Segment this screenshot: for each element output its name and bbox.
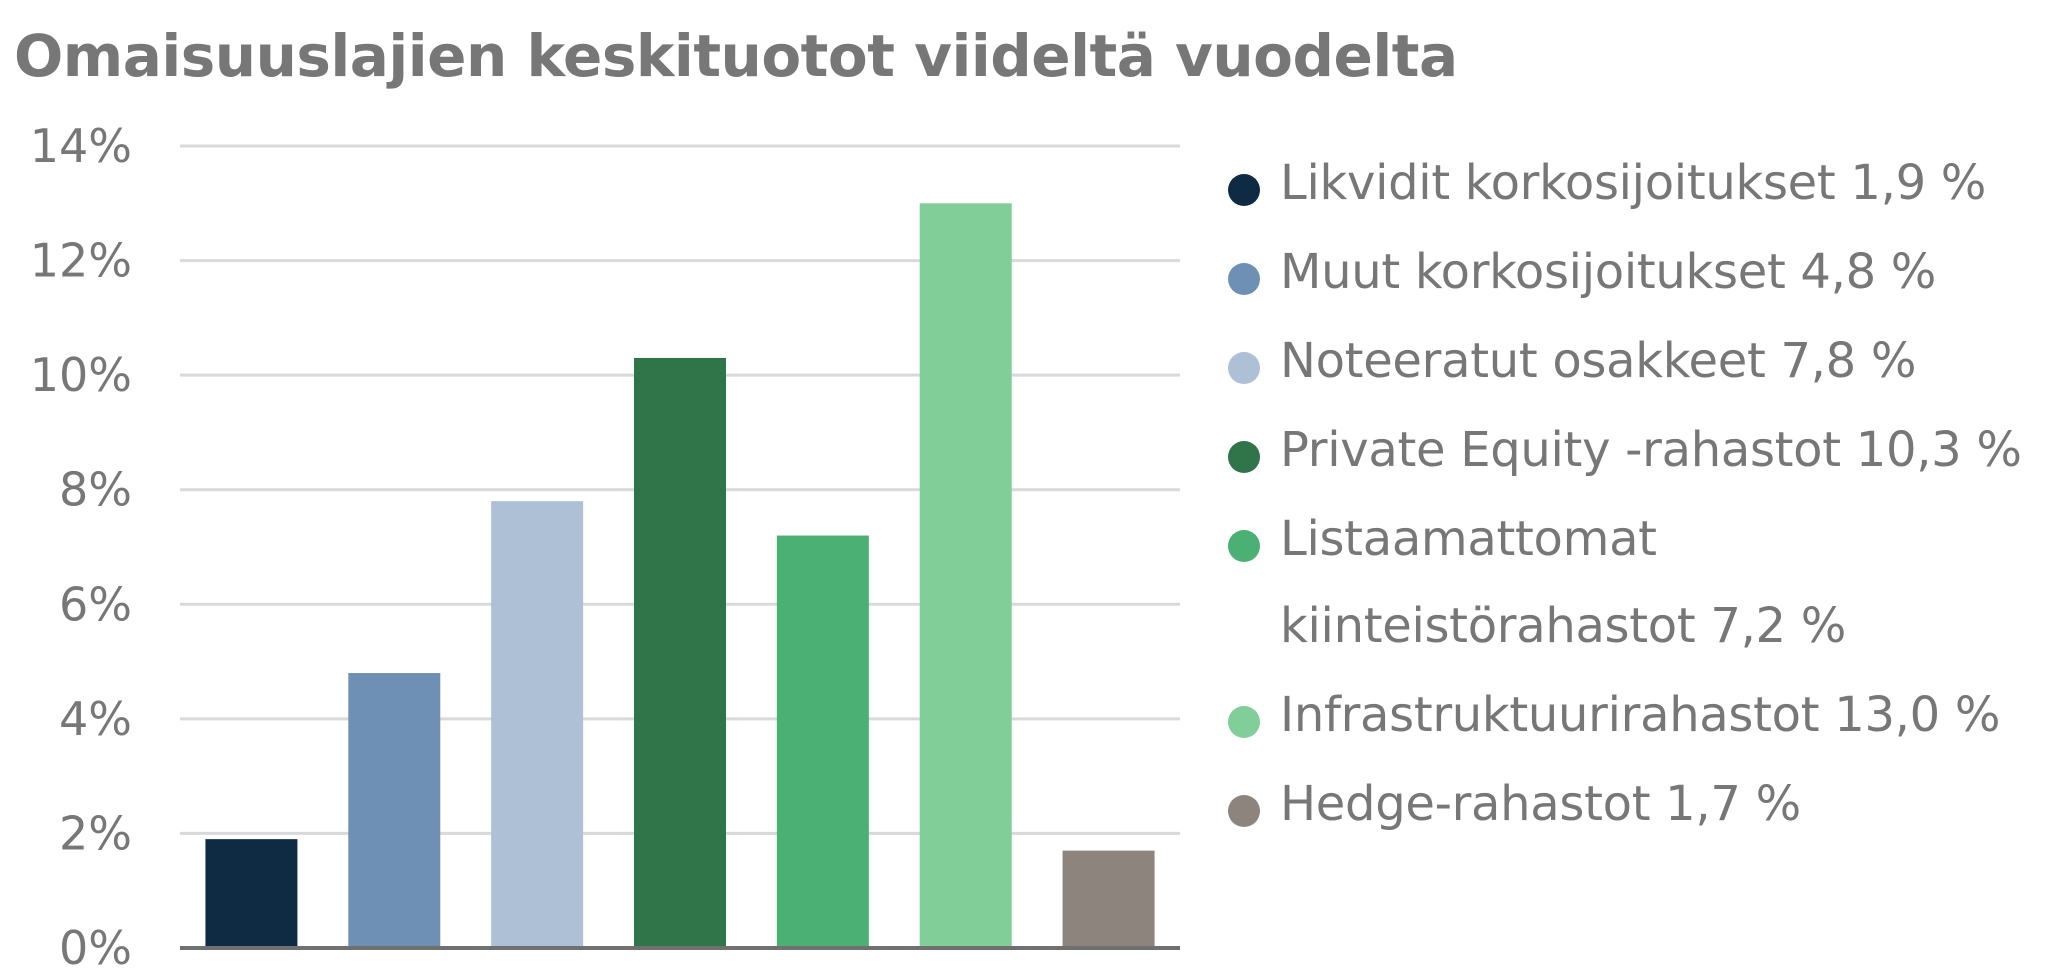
bar	[919, 203, 1012, 949]
y-tick-label: 10%	[30, 348, 132, 402]
y-axis-tick-labels: 0% 2% 4% 6% 8% 10% 12% 14%	[30, 119, 132, 975]
legend-item: Infrastruktuurirahastot 13,0 %	[1224, 672, 2044, 759]
legend-marker-icon	[1228, 795, 1260, 827]
legend-label: Likvidit korkosijoitukset 1,9 %	[1280, 155, 1987, 211]
legend-marker-icon	[1228, 263, 1260, 295]
legend-label: Infrastruktuurirahastot 13,0 %	[1280, 687, 2001, 743]
legend-item: Private Equity -rahastot 10,3 %	[1224, 407, 2044, 494]
legend-label: Muut korkosijoitukset 4,8 %	[1280, 244, 1937, 300]
legend-marker-icon	[1228, 174, 1260, 206]
chart-title: Omaisuuslajien keskituotot viideltä vuod…	[14, 22, 1458, 90]
y-tick-label: 2%	[59, 806, 132, 860]
legend-label: Listaamattomat kiinteistörahastot 7,2 %	[1280, 511, 1847, 654]
legend-item: Hedge-rahastot 1,7 %	[1224, 761, 2044, 848]
y-tick-label: 8%	[59, 463, 132, 517]
legend-marker-icon	[1228, 530, 1260, 562]
bar	[491, 501, 584, 948]
legend-label: Noteeratut osakkeet 7,8 %	[1280, 333, 1917, 389]
legend-item: Noteeratut osakkeet 7,8 %	[1224, 318, 2044, 405]
bar	[776, 535, 869, 948]
bar	[348, 673, 441, 948]
legend-marker-icon	[1228, 441, 1260, 473]
y-tick-label: 14%	[30, 119, 132, 173]
legend-marker-icon	[1228, 352, 1260, 384]
legend-item: Likvidit korkosijoitukset 1,9 %	[1224, 140, 2044, 227]
bars	[205, 203, 1155, 949]
legend: Likvidit korkosijoitukset 1,9 % Muut kork…	[1224, 140, 2044, 850]
y-tick-label: 12%	[30, 234, 132, 288]
legend-item: Muut korkosijoitukset 4,8 %	[1224, 229, 2044, 316]
legend-label: Private Equity -rahastot 10,3 %	[1280, 422, 2022, 478]
bar	[1062, 850, 1155, 948]
y-tick-label: 6%	[59, 577, 132, 631]
y-tick-label: 0%	[59, 921, 132, 975]
bar	[634, 357, 726, 948]
legend-label: Hedge-rahastot 1,7 %	[1280, 776, 1801, 832]
legend-marker-icon	[1228, 706, 1260, 738]
y-tick-label: 4%	[59, 692, 132, 746]
legend-item: Listaamattomat kiinteistörahastot 7,2 %	[1224, 496, 2044, 670]
bar	[205, 839, 298, 948]
